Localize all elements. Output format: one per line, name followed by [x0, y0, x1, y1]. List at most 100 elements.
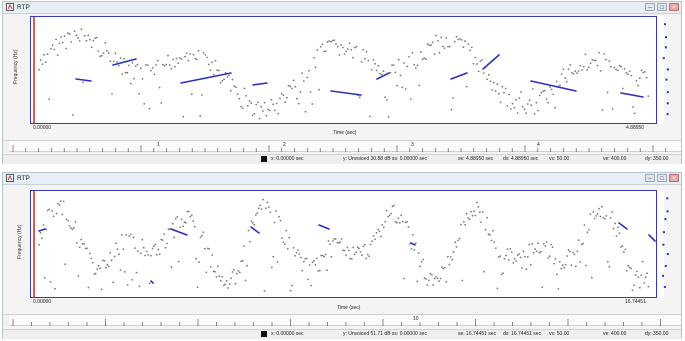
- pitch-point: [438, 51, 441, 54]
- pitch-point: [589, 62, 592, 65]
- pitch-point: [162, 63, 164, 66]
- pitch-point: [291, 284, 293, 287]
- pitch-point: [606, 260, 609, 263]
- pitch-track: [33, 191, 656, 297]
- pitch-point: [184, 55, 186, 58]
- maximize-icon[interactable]: □: [657, 174, 667, 182]
- pitch-point: [391, 64, 393, 67]
- pitch-plot[interactable]: [30, 16, 657, 124]
- pitch-point: [382, 226, 385, 229]
- pitch-point: [449, 256, 452, 258]
- pitch-point: [209, 69, 212, 72]
- pitch-point: [314, 263, 317, 266]
- pitch-point: [364, 243, 366, 246]
- pitch-point: [226, 76, 229, 78]
- pitch-point: [77, 275, 80, 277]
- marker-dot: [664, 36, 667, 39]
- pitch-point: [266, 201, 269, 204]
- pitch-point: [389, 71, 392, 74]
- time-ruler[interactable]: 10: [3, 314, 681, 326]
- pitch-point: [158, 86, 161, 89]
- pitch-point: [462, 46, 465, 49]
- pitch-point: [504, 87, 507, 90]
- pitch-point: [358, 247, 360, 250]
- pitch-point: [342, 249, 344, 252]
- pitch-point: [591, 58, 594, 61]
- pitch-point: [599, 70, 602, 72]
- pitch-point: [644, 70, 646, 73]
- pitch-point: [173, 65, 176, 68]
- close-icon[interactable]: ×: [669, 174, 679, 182]
- pitch-point: [318, 269, 321, 272]
- pitch-point: [281, 237, 283, 239]
- pitch-point: [528, 99, 531, 102]
- pitch-point: [401, 86, 404, 89]
- close-icon[interactable]: ×: [669, 3, 679, 11]
- pitch-point: [313, 259, 315, 262]
- pitch-point: [421, 58, 424, 61]
- pitch-point: [109, 60, 112, 63]
- pitch-point: [545, 98, 548, 100]
- pitch-point: [206, 247, 209, 250]
- pitch-point: [512, 262, 515, 264]
- pitch-point: [240, 260, 243, 263]
- pitch-point: [401, 220, 404, 223]
- pitch-plot[interactable]: [30, 190, 657, 298]
- pitch-point: [286, 248, 289, 250]
- pitch-point: [436, 39, 439, 42]
- pitch-point: [167, 228, 170, 231]
- pitch-point: [90, 257, 93, 260]
- pitch-point: [370, 68, 373, 71]
- pitch-point: [208, 248, 211, 250]
- voiced-segment: [620, 92, 644, 98]
- pitch-point: [251, 222, 254, 224]
- pitch-point: [511, 102, 514, 105]
- title-bar[interactable]: RTP – □ ×: [3, 173, 681, 185]
- pitch-point: [199, 115, 202, 118]
- minimize-icon[interactable]: –: [645, 174, 655, 182]
- pitch-point: [174, 217, 177, 220]
- pitch-point: [309, 91, 312, 93]
- pitch-point: [82, 81, 84, 84]
- pitch-point: [64, 263, 67, 266]
- pitch-point: [535, 250, 538, 253]
- pitch-point: [435, 34, 437, 37]
- pitch-point: [493, 81, 495, 84]
- pitch-point: [241, 107, 244, 110]
- pitch-point: [83, 34, 86, 37]
- pitch-point: [150, 69, 152, 72]
- pitch-point: [311, 261, 314, 264]
- status-vs: vs: 50.00: [549, 331, 570, 337]
- pitch-point: [124, 71, 127, 74]
- pitch-point: [336, 45, 339, 48]
- pitch-point: [138, 92, 140, 95]
- pitch-point: [111, 93, 113, 95]
- pitch-point: [428, 44, 431, 47]
- maximize-icon[interactable]: □: [657, 3, 667, 11]
- pitch-point: [205, 271, 208, 274]
- marker-dot: [665, 78, 668, 81]
- pitch-point: [576, 250, 579, 253]
- time-ruler[interactable]: 1 2 3 4: [3, 140, 681, 152]
- pitch-point: [294, 254, 296, 257]
- pitch-point: [602, 216, 605, 219]
- pitch-point: [134, 247, 136, 249]
- pitch-point: [128, 235, 131, 237]
- pitch-point: [429, 272, 432, 275]
- pitch-point: [570, 264, 573, 267]
- pitch-point: [521, 105, 524, 108]
- pitch-point: [163, 233, 166, 235]
- pitch-point: [403, 62, 405, 64]
- pitch-point: [638, 77, 641, 80]
- pitch-point: [406, 65, 409, 68]
- pitch-point: [472, 62, 475, 65]
- marker-dot: [664, 218, 667, 221]
- pitch-point: [454, 241, 456, 244]
- title-bar[interactable]: RTP – □ ×: [3, 2, 681, 14]
- pitch-point: [503, 257, 506, 260]
- pitch-point: [470, 210, 472, 213]
- marker-dot: [662, 57, 665, 60]
- pitch-point: [362, 245, 365, 248]
- minimize-icon[interactable]: –: [645, 3, 655, 11]
- pitch-point: [535, 101, 538, 104]
